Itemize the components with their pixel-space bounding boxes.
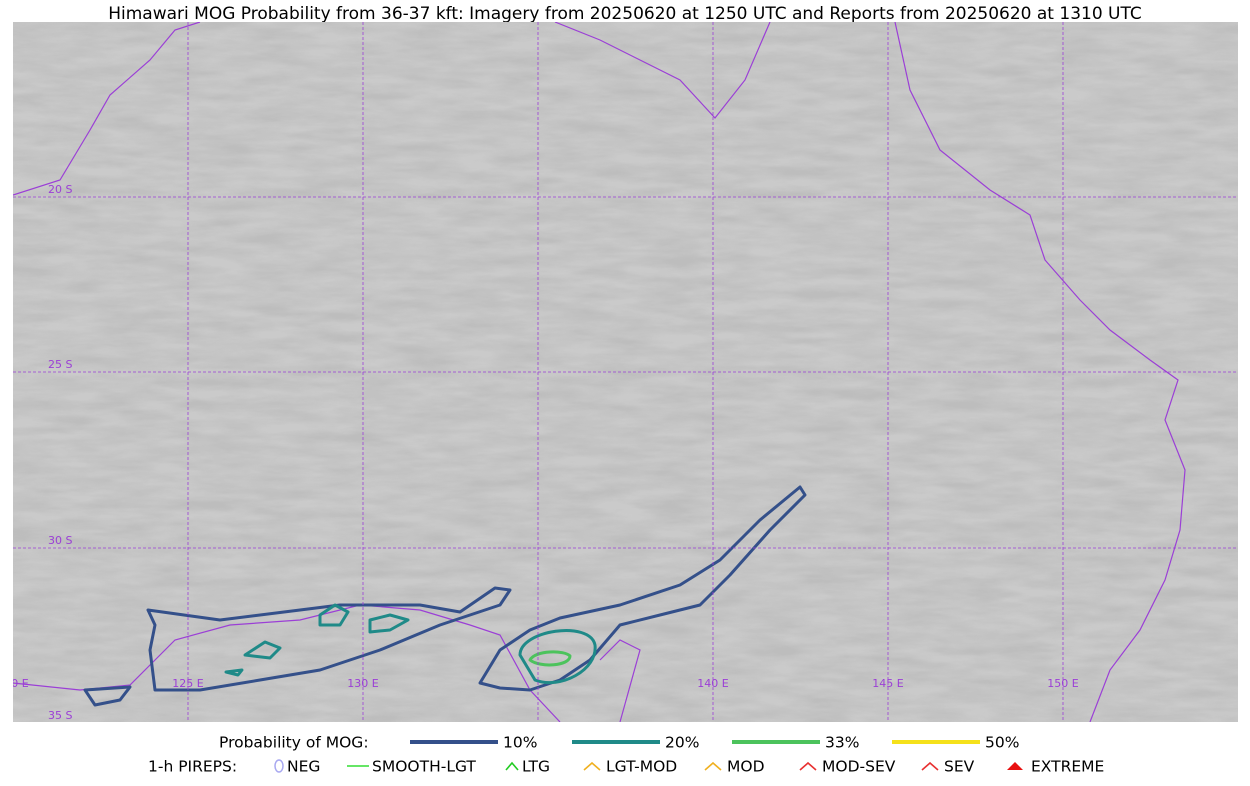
legend-label: SMOOTH-LGT <box>372 758 476 776</box>
lat-label: 25 S <box>48 358 72 371</box>
legend-icon <box>704 761 722 771</box>
contour-10 <box>83 685 132 707</box>
legend-icon <box>1007 762 1023 770</box>
legend-label: LGT-MOD <box>606 758 677 776</box>
legend-label: NEG <box>287 758 320 776</box>
lat-label: 20 S <box>48 183 72 196</box>
legend-icon <box>505 761 519 771</box>
lon-label: 140 E <box>697 677 728 690</box>
coastlines <box>13 22 1186 722</box>
legend-label: MOD-SEV <box>822 758 896 776</box>
lon-label: 125 E <box>172 677 203 690</box>
legend-icon <box>921 761 939 771</box>
map: 20 S 25 S 30 S 35 S 120 E 125 E 130 E 14… <box>0 22 1238 722</box>
lon-label: 120 E <box>0 677 29 690</box>
contour-33 <box>528 650 572 667</box>
lat-label: 30 S <box>48 534 72 547</box>
legend: Probability of MOG: 1-h PIREPS: 10% 20% 33… <box>148 734 1104 776</box>
lat-label: 35 S <box>48 709 72 722</box>
lon-label: 145 E <box>872 677 903 690</box>
title: Himawari MOG Probability from 36-37 kft:… <box>108 4 1142 24</box>
contours <box>83 485 807 707</box>
lon-label: 130 E <box>347 677 378 690</box>
coastline <box>13 604 561 722</box>
legend-label: LTG <box>522 758 550 776</box>
legend-icon <box>799 761 817 771</box>
coastline <box>554 22 771 119</box>
coastline <box>599 639 641 722</box>
contour-10 <box>478 485 807 692</box>
legend-label: SEV <box>944 758 975 776</box>
coastline <box>13 22 201 196</box>
legend-label: 20% <box>665 734 699 752</box>
legend-label: EXTREME <box>1031 758 1104 776</box>
legend-label: 50% <box>985 734 1019 752</box>
contour-10 <box>146 586 512 692</box>
legend-label: 10% <box>503 734 537 752</box>
legend-title: Probability of MOG: <box>219 734 369 752</box>
legend-title: 1-h PIREPS: <box>148 758 237 776</box>
legend-icon <box>583 761 601 771</box>
contour-20 <box>224 603 410 677</box>
contour-20 <box>518 629 597 685</box>
legend-icon <box>274 759 284 773</box>
legend-label: MOD <box>727 758 765 776</box>
legend-label: 33% <box>825 734 859 752</box>
graticule <box>13 22 1238 722</box>
lon-label: 150 E <box>1047 677 1078 690</box>
coastline <box>894 22 1186 722</box>
